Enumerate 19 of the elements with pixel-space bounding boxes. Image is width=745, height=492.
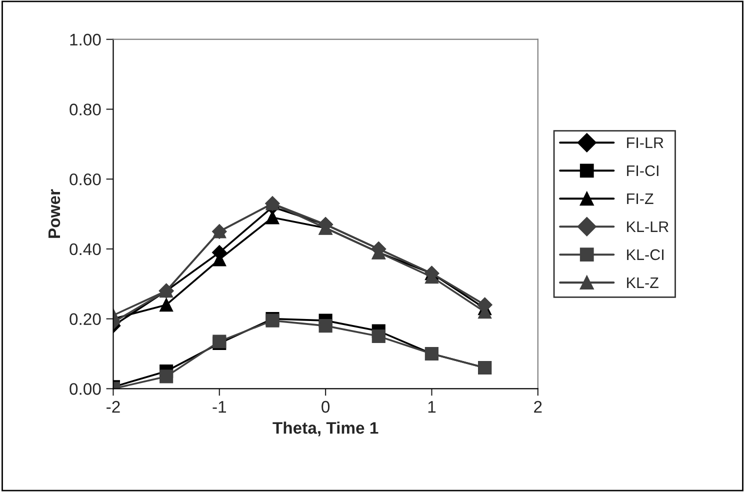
x-tick-label: 2	[534, 400, 542, 413]
x-axis-title: Theta, Time 1	[272, 422, 378, 436]
y-tick-label: 1.00	[70, 34, 101, 46]
legend-label: KL-Z	[627, 277, 658, 288]
y-tick-label: 0.20	[70, 313, 101, 326]
y-tick-label: 0.40	[70, 243, 101, 256]
legend-label: KL-LR	[627, 221, 668, 232]
y-tick-label: 0.80	[70, 104, 101, 116]
y-axis-title: Power	[48, 189, 60, 238]
legend-label: FI-Z	[627, 193, 654, 204]
y-tick-label: 0.00	[70, 383, 101, 395]
legend-label: KL-CI	[627, 249, 664, 260]
x-tick-label: 1	[428, 401, 436, 413]
x-tick-label: -1	[212, 401, 226, 413]
legend-label: FI-CI	[627, 165, 658, 176]
y-tick-label: 0.60	[70, 173, 101, 186]
legend-label: FI-LR	[627, 137, 664, 148]
x-tick-label: 0	[322, 400, 330, 413]
x-tick-label: -2	[106, 400, 120, 413]
